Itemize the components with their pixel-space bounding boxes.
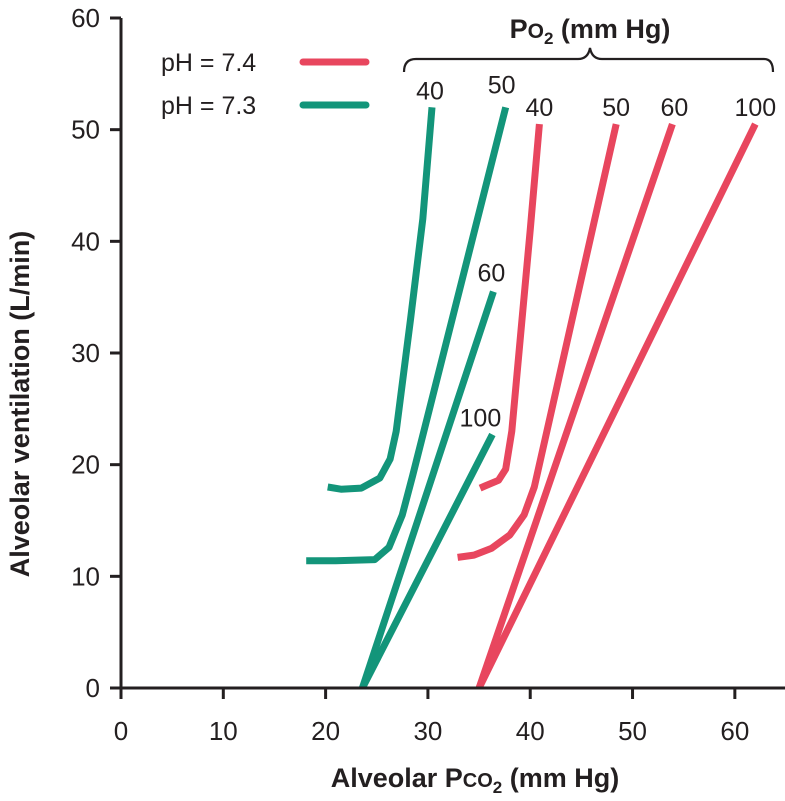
curve-line: [359, 290, 497, 690]
y-tick-label: 30: [71, 338, 100, 368]
legend: pH = 7.4 pH = 7.3: [161, 49, 370, 120]
x-axis-title: Alveolar PCO2 (mm Hg): [331, 763, 620, 797]
y-tick-label: 40: [71, 226, 100, 256]
curve-label: 50: [488, 71, 516, 99]
curve-label: 50: [602, 94, 630, 122]
curve-label: 60: [660, 94, 688, 122]
curve-line: [475, 122, 676, 690]
y-tick-label: 0: [86, 673, 100, 703]
y-axis-title: Alveolar ventilation (L/min): [5, 231, 35, 578]
curve-line: [327, 107, 436, 493]
curve-line: [306, 106, 510, 565]
curve-label: 100: [460, 405, 502, 433]
curve-line: [457, 123, 620, 561]
axes-layer: 0 10 20 30 40 50 60 0 10 20 30 40 50 60: [71, 3, 785, 746]
bracket-label: PO2 (mm Hg): [510, 14, 671, 48]
y-tick-label: 60: [71, 3, 100, 33]
x-tick-label: 20: [311, 716, 340, 746]
y-tick-label: 20: [71, 450, 100, 480]
legend-label-ph-7-3: pH = 7.3: [161, 92, 256, 120]
y-tick-label: 10: [71, 561, 100, 591]
curve-label: 60: [477, 260, 505, 288]
legend-label-ph-7-4: pH = 7.4: [161, 49, 256, 77]
curve-label: 40: [525, 94, 553, 122]
curve-line: [475, 122, 759, 690]
x-tick-label: 50: [618, 716, 647, 746]
x-tick-label: 40: [516, 716, 545, 746]
curve-label: 40: [416, 77, 444, 105]
curve-line: [359, 432, 496, 690]
curve-label: 100: [734, 94, 776, 122]
x-tick-label: 30: [413, 716, 442, 746]
curve-line: [478, 123, 543, 492]
x-tick-label: 10: [209, 716, 238, 746]
curves-layer: 40 50 60 100 40 50 60 100: [306, 71, 776, 690]
x-tick-label: 60: [720, 716, 749, 746]
y-tick-label: 50: [71, 115, 100, 145]
x-tick-label: 0: [114, 716, 128, 746]
po2-bracket: [402, 47, 775, 73]
